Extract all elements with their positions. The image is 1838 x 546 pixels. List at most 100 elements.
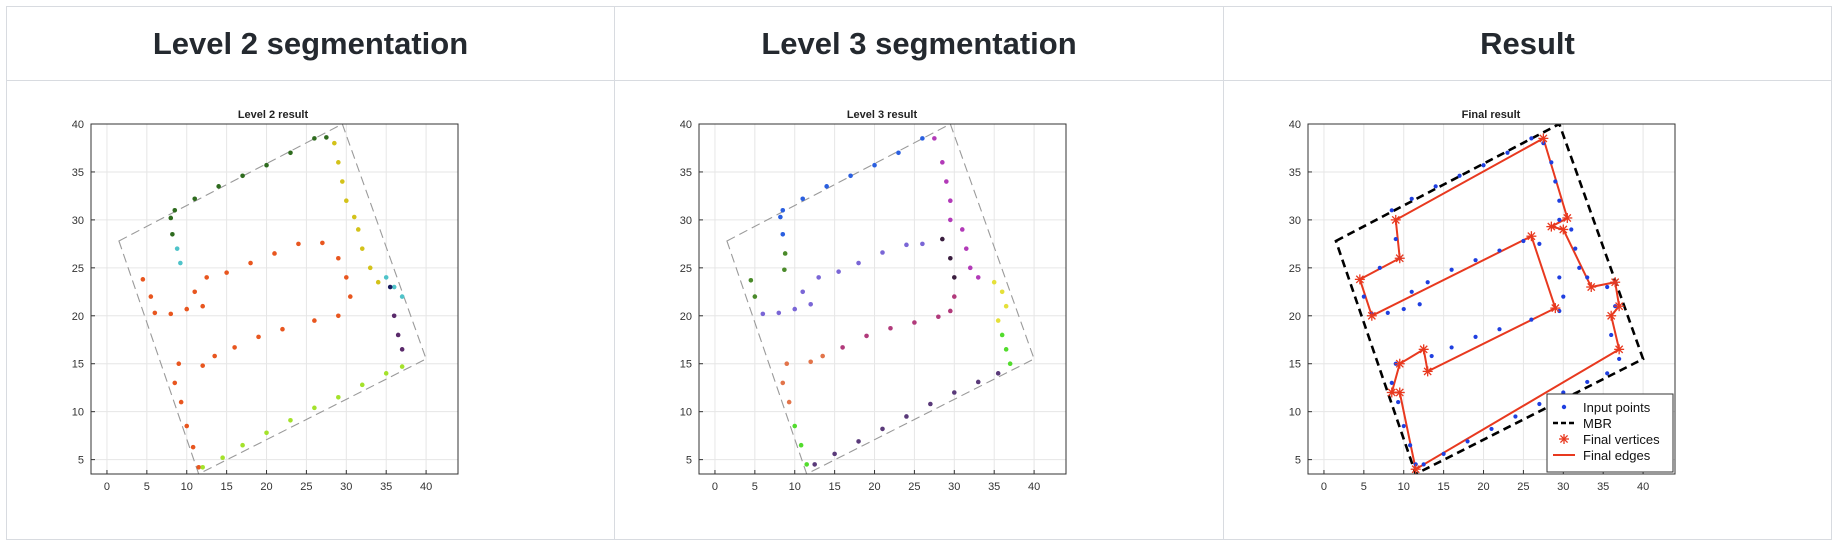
data-point <box>780 231 786 237</box>
axes-frame <box>1307 123 1676 475</box>
data-point <box>880 426 885 432</box>
data-point <box>324 135 329 140</box>
y-tick-label: 40 <box>1289 119 1301 131</box>
x-tick-label: 0 <box>104 481 110 493</box>
input-point <box>1585 275 1590 280</box>
input-point <box>1553 179 1558 184</box>
final-vertex <box>1614 344 1625 355</box>
data-point <box>344 275 349 280</box>
data-point <box>952 294 957 299</box>
x-tick-label: 5 <box>752 481 758 493</box>
data-point <box>224 270 229 275</box>
x-tick-label: 30 <box>948 481 960 493</box>
data-point <box>264 430 269 436</box>
data-point <box>200 303 205 309</box>
x-tick-label: 40 <box>420 481 432 493</box>
data-point <box>864 333 869 339</box>
cell-level2: 0 5 10 15 20 25 30 35 40 5 10 15 20 25 30 35 40 Level 2 r… <box>7 81 615 539</box>
y-tick-label: 35 <box>680 167 692 179</box>
data-point <box>288 418 293 423</box>
y-tick-label: 10 <box>680 407 692 419</box>
final-vertex <box>1354 274 1365 285</box>
data-point <box>320 240 325 246</box>
input-point <box>1573 246 1578 251</box>
data-point <box>792 423 798 429</box>
data-point <box>812 462 817 467</box>
data-point <box>332 140 337 146</box>
data-point <box>999 332 1005 338</box>
plot-content <box>1334 124 1645 474</box>
input-point <box>1537 241 1542 246</box>
data-point <box>782 251 788 256</box>
data-point <box>248 260 253 266</box>
level3-chart: 0 5 10 15 20 25 30 35 40 5 10 15 20 25 30 35 40 Level 3 r… <box>680 109 1067 493</box>
final-vertex <box>1558 224 1569 235</box>
data-point <box>296 241 301 247</box>
data-point <box>936 314 941 320</box>
data-point <box>399 364 405 369</box>
legend-point-marker <box>1561 404 1567 410</box>
input-point <box>1529 317 1534 322</box>
comparison-table: Level 2 segmentation Level 3 segmentatio… <box>6 6 1832 540</box>
data-point <box>383 275 389 280</box>
input-point <box>1585 379 1590 385</box>
data-point <box>820 353 825 359</box>
x-tick-label: 15 <box>829 481 841 493</box>
y-tick-label: 5 <box>78 455 84 467</box>
y-tick-label: 30 <box>1289 215 1301 227</box>
result-chart: 0 5 10 15 20 25 30 35 40 5 10 15 20 25 30 35 40 Input poi… <box>1289 109 1676 493</box>
final-vertex <box>1550 303 1561 314</box>
x-tick-label: 10 <box>789 481 801 493</box>
data-point <box>940 160 945 165</box>
final-vertex <box>1422 366 1433 377</box>
data-point <box>336 255 341 261</box>
final-vertex <box>1546 221 1557 232</box>
data-point <box>288 150 293 156</box>
data-point <box>872 162 877 168</box>
data-point <box>172 380 178 386</box>
axes-frame <box>698 123 1067 475</box>
y-tick-label: 20 <box>72 311 84 323</box>
data-point <box>170 231 175 237</box>
final-vertex <box>1586 282 1597 293</box>
input-point <box>1605 284 1610 290</box>
level2-chart: 0 5 10 15 20 25 30 35 40 5 10 15 20 25 30 35 40 Level 2 r… <box>72 109 459 493</box>
data-point <box>264 162 269 168</box>
input-point <box>1385 310 1390 316</box>
input-point <box>1521 238 1526 244</box>
header-level2: Level 2 segmentation <box>7 7 615 81</box>
input-point <box>1489 426 1494 432</box>
final-vertex <box>1606 310 1617 321</box>
final-vertex <box>1386 387 1397 398</box>
data-point <box>904 242 909 248</box>
input-point <box>1473 258 1478 263</box>
data-point <box>1003 303 1009 309</box>
data-point <box>959 227 965 232</box>
y-tick-label: 40 <box>680 119 692 131</box>
final-vertex <box>1418 344 1429 355</box>
data-point <box>174 246 180 251</box>
x-tick-label: 35 <box>988 481 1000 493</box>
data-point <box>760 311 766 317</box>
axes-frame <box>90 123 459 475</box>
data-point <box>824 184 829 189</box>
data-point <box>920 136 925 141</box>
x-tick-label: 15 <box>221 481 233 493</box>
x-tick-label: 20 <box>1477 481 1489 493</box>
data-point <box>780 380 786 386</box>
input-point <box>1549 160 1554 165</box>
plot-area <box>699 124 1066 474</box>
x-tick-label: 40 <box>1637 481 1649 493</box>
plot-content <box>726 124 1035 474</box>
y-tick-label: 40 <box>72 119 84 131</box>
final-vertex <box>1394 387 1405 398</box>
cell-result: 0 5 10 15 20 25 30 35 40 5 10 15 20 25 30 35 40 Input poi… <box>1224 81 1831 539</box>
x-tick-label: 20 <box>868 481 880 493</box>
data-point <box>196 464 202 470</box>
data-point <box>344 198 349 204</box>
y-tick-label: 10 <box>72 407 84 419</box>
x-tick-label: 30 <box>1557 481 1569 493</box>
data-point <box>312 318 317 323</box>
data-point <box>375 279 381 285</box>
y-tick-label: 30 <box>680 215 692 227</box>
